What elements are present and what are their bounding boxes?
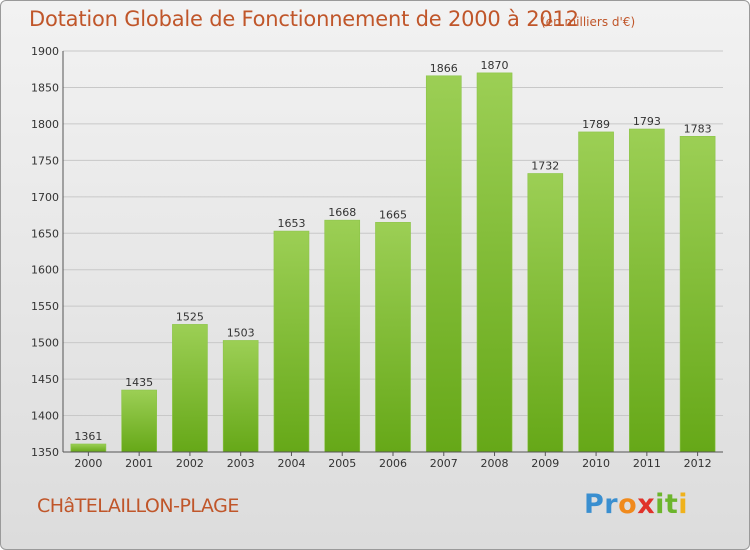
bar bbox=[629, 128, 665, 453]
data-label: 1732 bbox=[531, 159, 559, 172]
logo-letter: x bbox=[637, 489, 656, 520]
y-tick-label: 1700 bbox=[31, 191, 59, 204]
data-label: 1653 bbox=[277, 217, 305, 230]
y-tick-label: 1400 bbox=[31, 410, 59, 423]
commune-name: CHâTELAILLON-PLAGE bbox=[37, 495, 239, 517]
data-label: 1870 bbox=[481, 59, 509, 72]
y-tick-label: 1450 bbox=[31, 373, 59, 386]
x-axis: 2000 2001 2002 2003 2004 2005 2006 2007 2008 2009… bbox=[63, 451, 723, 470]
y-tick-label: 1550 bbox=[31, 300, 59, 313]
x-tick-label: 2011 bbox=[633, 457, 661, 470]
x-tick-label: 2004 bbox=[277, 457, 305, 470]
y-tick-label: 1650 bbox=[31, 227, 59, 240]
bar bbox=[679, 136, 716, 453]
y-tick-label: 1500 bbox=[31, 337, 59, 350]
logo-letter: i bbox=[655, 489, 665, 520]
y-tick-label: 1750 bbox=[31, 154, 59, 167]
data-label: 1503 bbox=[227, 326, 255, 339]
bar bbox=[324, 219, 361, 453]
bar bbox=[578, 131, 614, 453]
unit-label: (en milliers d'€) bbox=[541, 15, 636, 29]
bar bbox=[121, 389, 157, 453]
data-label: 1789 bbox=[582, 118, 610, 131]
chart-title: Dotation Globale de Fonctionnement de 20… bbox=[29, 7, 579, 31]
data-label: 1665 bbox=[379, 208, 407, 221]
logo-letter: i bbox=[678, 489, 689, 520]
bar bbox=[172, 324, 208, 453]
bar bbox=[476, 72, 513, 453]
x-tick-label: 2000 bbox=[74, 457, 102, 470]
x-tick-label: 2002 bbox=[176, 457, 204, 470]
x-tick-label: 2007 bbox=[430, 457, 458, 470]
bar bbox=[222, 340, 259, 453]
data-label: 1866 bbox=[430, 62, 458, 75]
y-tick-label: 1600 bbox=[31, 264, 59, 277]
data-label: 1793 bbox=[633, 115, 661, 128]
bar bbox=[273, 230, 310, 453]
bar bbox=[70, 443, 107, 453]
logo-letter: t bbox=[664, 489, 679, 520]
logo-letter: o bbox=[618, 489, 638, 520]
proxiti-logo: Proxiti bbox=[584, 489, 688, 520]
y-tick-label: 1800 bbox=[31, 118, 59, 131]
x-tick-label: 2006 bbox=[379, 457, 407, 470]
bar bbox=[527, 173, 564, 453]
bars: 1361 1435 1525 1503 1653 1668 1665 1866 1870 1732… bbox=[70, 59, 716, 453]
data-label: 1435 bbox=[125, 376, 153, 389]
data-label: 1525 bbox=[176, 310, 204, 323]
y-tick-label: 1900 bbox=[31, 45, 59, 58]
x-tick-label: 2001 bbox=[125, 457, 153, 470]
y-tick-label: 1850 bbox=[31, 81, 59, 94]
bar bbox=[425, 75, 462, 453]
logo-letter: r bbox=[604, 489, 619, 520]
x-tick-label: 2009 bbox=[531, 457, 559, 470]
data-label: 1783 bbox=[684, 122, 712, 135]
x-tick-label: 2003 bbox=[227, 457, 255, 470]
x-tick-label: 2010 bbox=[582, 457, 610, 470]
y-tick-label: 1350 bbox=[31, 446, 59, 459]
bar bbox=[375, 222, 411, 453]
y-axis: 1350 1400 1450 1500 1550 1600 1650 1700 1750 1800… bbox=[31, 45, 64, 459]
x-tick-label: 2012 bbox=[684, 457, 712, 470]
data-label: 1668 bbox=[328, 206, 356, 219]
x-tick-label: 2008 bbox=[481, 457, 509, 470]
x-tick-label: 2005 bbox=[328, 457, 356, 470]
data-label: 1361 bbox=[74, 430, 102, 443]
logo-letter: P bbox=[584, 489, 605, 520]
